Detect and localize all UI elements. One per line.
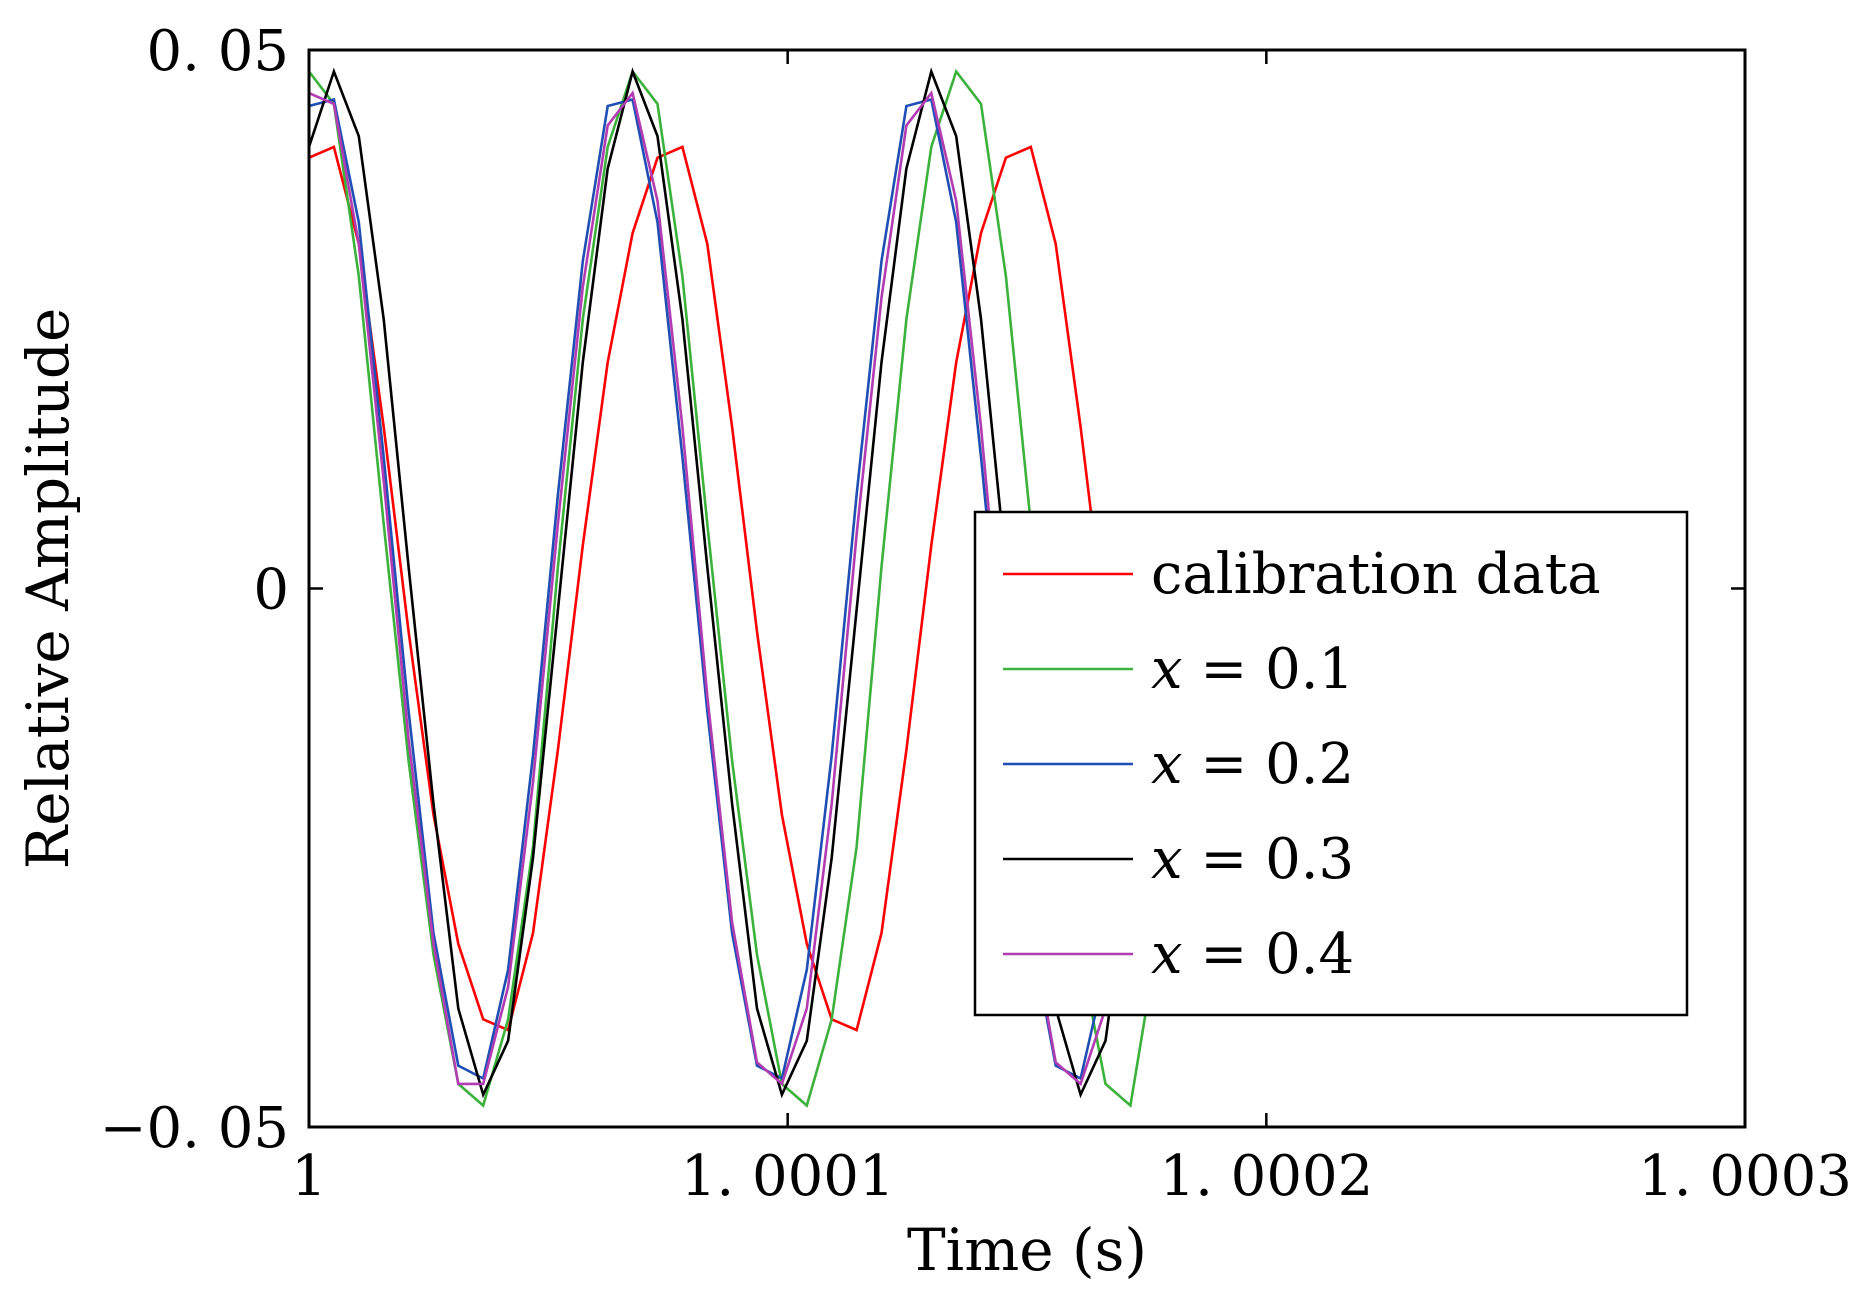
legend-variable: x — [1151, 827, 1183, 892]
legend-value: 0.3 — [1265, 827, 1354, 892]
legend-entry-label: x = 0.2 — [1151, 732, 1354, 797]
legend-value: 0.1 — [1265, 637, 1354, 702]
legend-variable: x — [1151, 922, 1183, 987]
x-tick-label: 1 — [291, 1144, 327, 1209]
x-tick-label: 1. 0003 — [1638, 1144, 1852, 1209]
legend-variable: x — [1151, 732, 1183, 797]
legend-entry-label: x = 0.1 — [1151, 637, 1354, 702]
legend-equals: = — [1183, 827, 1266, 892]
legend-entry-label: x = 0.4 — [1151, 922, 1354, 987]
x-axis-label: Time (s) — [907, 1216, 1147, 1284]
legend-value: 0.2 — [1265, 732, 1354, 797]
legend-equals: = — [1183, 732, 1266, 797]
x-tick-label: 1. 0002 — [1159, 1144, 1373, 1209]
x-tick-label: 1. 0001 — [681, 1144, 895, 1209]
series-line-1 — [309, 145, 1157, 1032]
axis-ticks: 1 1. 0001 1. 0002 1. 0003 −0. 05 0 0. 05 — [100, 19, 1852, 1209]
legend-equals: = — [1183, 637, 1266, 702]
legend-entry-label: calibration data — [1151, 542, 1601, 607]
legend-variable: x — [1151, 637, 1183, 702]
y-tick-label: 0. 05 — [147, 19, 290, 84]
legend-value: 0.4 — [1265, 922, 1354, 987]
y-axis-label: Relative Amplitude — [14, 308, 82, 870]
y-tick-label: −0. 05 — [100, 1096, 289, 1161]
legend-equals: = — [1183, 922, 1266, 987]
legend-entry-label: x = 0.3 — [1151, 827, 1354, 892]
y-tick-label: 0 — [253, 558, 289, 623]
